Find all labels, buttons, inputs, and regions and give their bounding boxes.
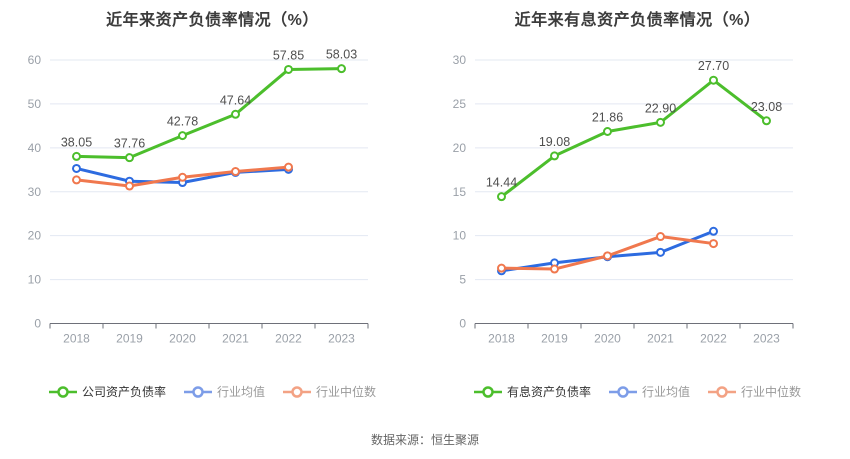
legend-item[interactable]: 行业中位数: [283, 383, 376, 400]
x-axis-tick-label: 2018: [63, 332, 90, 346]
y-axis-tick-label: 10: [28, 273, 42, 287]
y-axis-tick-label: 60: [28, 53, 42, 67]
data-point-marker: [709, 75, 718, 85]
x-axis-tick-label: 2020: [169, 332, 196, 346]
y-axis-tick-label: 20: [28, 229, 42, 243]
y-axis-tick-label: 20: [453, 141, 467, 155]
data-point-marker: [656, 247, 665, 257]
y-axis-tick-label: 30: [28, 185, 42, 199]
data-point-marker: [603, 251, 612, 261]
series-line: [75, 67, 343, 160]
x-axis-tick-label: 2023: [328, 332, 355, 346]
data-point-marker: [72, 175, 81, 185]
debt-ratio-chart-panel: 近年来资产负债率情况（%） 0 10 20 30 40 50 60 2018 2019 2020 2…: [0, 0, 425, 418]
interest-debt-ratio-chart-panel: 近年来有息资产负债率情况（%） 0 5 10 15 20 25 30 2018 2019 2020…: [425, 0, 850, 418]
data-point-marker: [178, 172, 187, 182]
y-axis-tick-label: 0: [34, 317, 41, 331]
x-axis-tick-label: 2019: [541, 332, 568, 346]
debt-ratio-line-chart: 0 10 20 30 40 50 60 2018 2019 2020 2021 2022 2023 38.…: [28, 48, 369, 346]
x-axis-tick-label: 2019: [116, 332, 143, 346]
data-point-label: 38.05: [61, 135, 92, 149]
x-axis-tick-label: 2022: [700, 332, 727, 346]
x-axis-tick-label: 2018: [488, 332, 515, 346]
data-point-label: 42.78: [167, 115, 198, 129]
legend-item[interactable]: 有息资产负债率: [473, 383, 591, 400]
data-point-label: 47.64: [220, 93, 251, 107]
data-point-marker: [72, 163, 81, 173]
y-axis-tick-label: 25: [453, 97, 467, 111]
y-axis-tick-label: 40: [28, 141, 42, 155]
legend-item[interactable]: 行业均值: [183, 383, 265, 400]
data-point-marker: [284, 64, 293, 74]
legend-label: 有息资产负债率: [506, 385, 591, 399]
data-point-marker: [603, 126, 612, 136]
legend-item[interactable]: 公司资产负债率: [48, 383, 166, 400]
data-point-label: 27.70: [698, 59, 729, 73]
legend-interest-debt-ratio: 有息资产负债率 行业均值 行业中位数: [425, 383, 850, 400]
data-point-marker: [284, 162, 293, 172]
charts-row: 近年来资产负债率情况（%） 0 10 20 30 40 50 60 2018 2019 2020 2…: [0, 0, 850, 418]
data-point-marker: [497, 263, 506, 273]
data-point-marker: [656, 117, 665, 127]
x-axis-tick-label: 2023: [753, 332, 780, 346]
chart-title-debt-ratio: 近年来资产负债率情况（%）: [106, 12, 319, 29]
legend-line-marker-icon: [283, 385, 311, 398]
chart-title-interest-debt-ratio: 近年来有息资产负债率情况（%）: [514, 12, 761, 29]
data-point-marker: [656, 232, 665, 242]
y-axis-tick-label: 15: [453, 185, 467, 199]
x-axis-tick-label: 2021: [647, 332, 674, 346]
data-point-marker: [709, 239, 718, 249]
data-point-label: 37.76: [114, 137, 145, 151]
data-point-label: 58.03: [326, 48, 357, 62]
series-line: [500, 78, 768, 199]
y-axis-tick-label: 0: [459, 317, 466, 331]
legend-label: 行业中位数: [316, 385, 377, 399]
data-point-marker: [231, 109, 240, 119]
data-point-marker: [762, 116, 771, 126]
legend-line-marker-icon: [183, 385, 212, 398]
legend-line-marker-icon: [473, 385, 502, 398]
legend-item[interactable]: 行业中位数: [708, 383, 801, 400]
x-axis-tick-label: 2020: [594, 332, 621, 346]
legend-line-marker-icon: [48, 385, 77, 398]
data-point-label: 14.44: [486, 176, 517, 190]
data-point-marker: [72, 151, 81, 161]
data-point-label: 19.08: [539, 135, 570, 149]
data-point-marker: [231, 167, 240, 177]
legend-debt-ratio: 公司资产负债率 行业均值 行业中位数: [0, 383, 425, 400]
legend-line-marker-icon: [608, 385, 637, 398]
data-point-label: 23.08: [751, 100, 782, 114]
data-point-marker: [125, 181, 134, 191]
x-axis-tick-label: 2022: [275, 332, 302, 346]
legend-label: 公司资产负债率: [81, 385, 166, 399]
legend-label: 行业均值: [641, 385, 690, 399]
legend-label: 行业中位数: [741, 385, 802, 399]
legend-label: 行业均值: [216, 385, 265, 399]
data-point-marker: [550, 151, 559, 161]
legend-item[interactable]: 行业均值: [608, 383, 690, 400]
legend-line-marker-icon: [708, 385, 736, 398]
data-point-label: 57.85: [273, 48, 304, 62]
data-source-note: 数据来源：恒生聚源: [370, 433, 479, 447]
data-point-marker: [550, 264, 559, 274]
interest-debt-ratio-line-chart: 0 5 10 15 20 25 30 2018 2019 2020 2021 2022 2023 14.4…: [453, 53, 794, 346]
series-line: [500, 229, 715, 273]
y-axis-tick-label: 10: [453, 229, 467, 243]
y-axis-tick-label: 30: [453, 53, 467, 67]
data-point-marker: [125, 153, 134, 163]
data-point-marker: [709, 226, 718, 236]
data-point-label: 22.90: [645, 101, 676, 115]
y-axis-tick-label: 50: [28, 97, 42, 111]
y-axis-tick-label: 5: [459, 273, 466, 287]
data-point-marker: [337, 64, 346, 74]
data-point-marker: [497, 192, 506, 202]
data-point-marker: [178, 131, 187, 141]
x-axis-tick-label: 2021: [222, 332, 249, 346]
data-point-label: 21.86: [592, 110, 623, 124]
